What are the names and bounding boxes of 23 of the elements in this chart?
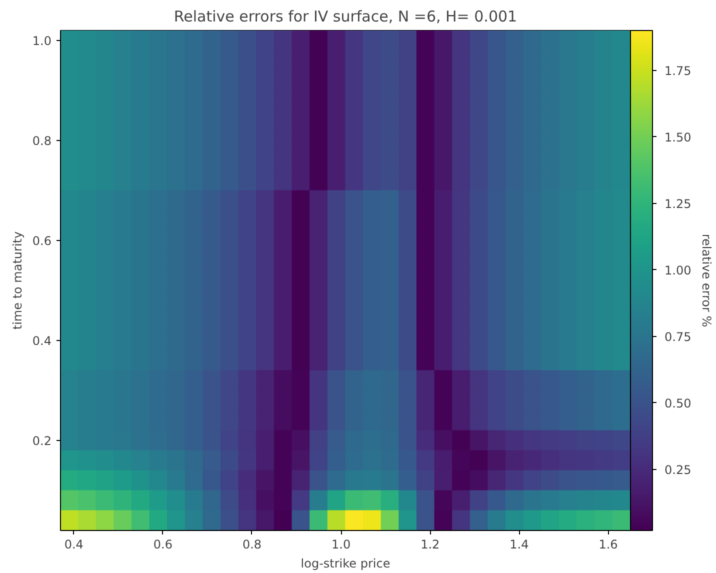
x-tick-label: 0.6 [153, 538, 172, 552]
x-tick-label: 1.6 [598, 538, 618, 552]
color-bar-label: 1.50 [664, 130, 692, 144]
color-bar-label: 1.75 [664, 64, 692, 78]
y-tick-label: 0.4 [32, 334, 52, 348]
x-tick-label: 1.4 [510, 538, 529, 552]
x-tick-label: 1.2 [420, 538, 440, 552]
color-bar-label: 0.75 [664, 330, 692, 344]
y-tick-label: 1.0 [32, 34, 52, 48]
y-tick-label: 0.8 [32, 134, 52, 148]
chart-title: Relative errors for IV surface, N =6, H= 0.001 [174, 8, 518, 26]
x-tick-label: 0.8 [242, 538, 262, 552]
color-bar-label: 0.50 [664, 396, 692, 410]
x-axis-title: log-strike price [300, 556, 390, 570]
x-tick-label: 1.0 [332, 538, 351, 552]
color-bar-label: 1.00 [664, 263, 692, 278]
y-tick-label: 0.6 [32, 234, 52, 248]
y-axis-title: time to maturity [10, 231, 24, 330]
color-bar-label: 1.25 [664, 196, 692, 211]
y-tick-label: 0.2 [32, 434, 52, 448]
color-bar-title: relative error % [700, 234, 714, 328]
x-tick-label: 0.4 [64, 538, 84, 552]
color-bar-label: 0.25 [664, 462, 692, 477]
